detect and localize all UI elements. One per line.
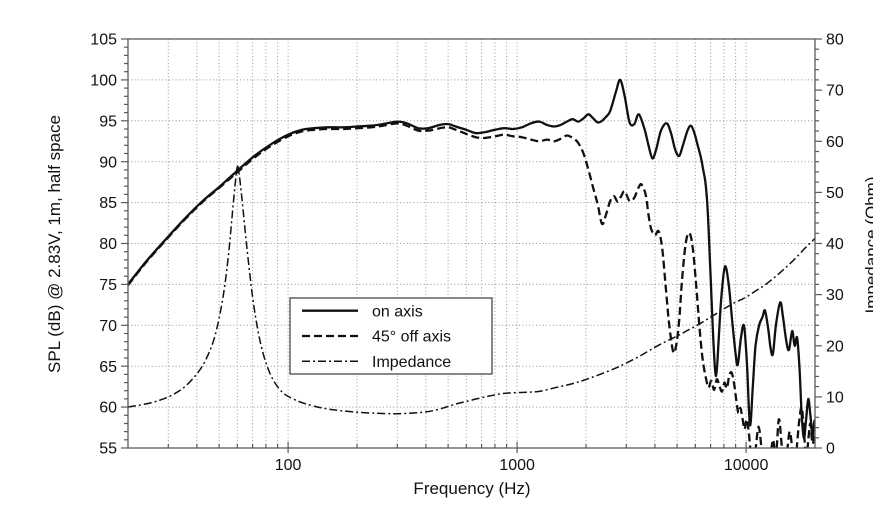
y-left-tick-label: 80 [99,236,117,253]
x-axis-title: Frequency (Hz) [413,479,531,498]
y-right-tick-label: 80 [826,32,844,49]
series-45-off-axis [128,122,815,448]
spl-impedance-chart: 100 1000 10000 55 60 65 70 75 80 85 90 95 100 105 0 10 2… [40,16,873,515]
y-right-tick-label: 20 [826,338,844,355]
y-left-tick-label: 105 [90,32,117,49]
curves [128,78,815,448]
y-left-tick-label: 85 [99,195,117,212]
tick-labels: 100 1000 10000 55 60 65 70 75 80 85 90 95 100 105 0 10 2… [90,32,844,474]
y-right-tick-label: 10 [826,390,844,407]
y-left-tick-label: 75 [99,277,117,294]
y-left-tick-label: 65 [99,359,117,376]
y-right-tick-label: 30 [826,287,844,304]
legend: on axis 45° off axis Impedance [289,297,493,375]
x-tick-label: 10000 [724,457,769,474]
y-left-tick-label: 55 [99,441,117,458]
plot-canvas: 100 1000 10000 55 60 65 70 75 80 85 90 95 100 105 0 10 2… [90,32,844,474]
x-tick-label: 100 [275,457,302,474]
left-axis-title: SPL (dB) @ 2.83V, 1m, half space [45,115,64,373]
y-left-tick-label: 95 [99,113,117,130]
grid-lines [128,39,815,448]
legend-label: Impedance [372,354,451,371]
right-axis-title: Impedance (Ohm) [862,176,873,314]
y-left-tick-label: 60 [99,400,117,417]
y-right-tick-label: 0 [826,441,835,458]
y-left-tick-label: 90 [99,154,117,171]
series-on-axis [128,78,815,440]
y-right-tick-label: 60 [826,134,844,151]
series-impedance [128,165,815,415]
legend-label: 45° off axis [372,329,451,346]
x-tick-label: 1000 [499,457,535,474]
axis-ticks [121,38,822,453]
y-left-tick-label: 70 [99,318,117,335]
legend-label: on axis [372,303,423,320]
y-right-tick-label: 50 [826,185,844,202]
y-right-tick-label: 70 [826,83,844,100]
y-left-tick-label: 100 [90,73,117,90]
y-right-tick-label: 40 [826,236,844,253]
